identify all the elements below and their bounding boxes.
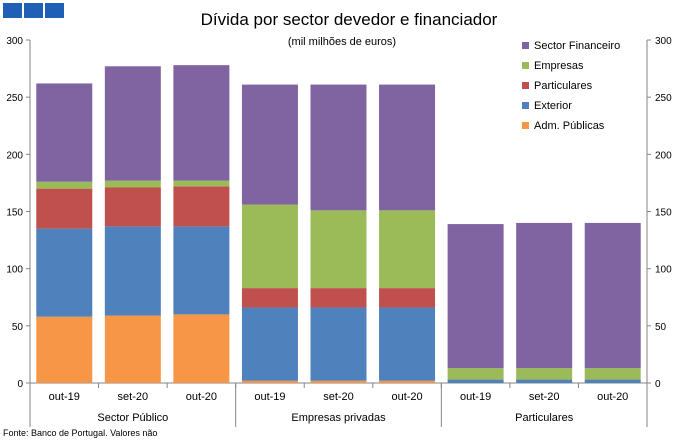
y-tick-label-left: 100 [6, 265, 23, 276]
bar-segment-empresas [241, 204, 298, 289]
plot-area: 0 0 50 50 100 100 150 150 200 200 250 250 300 300 out-… [6, 36, 672, 427]
bar-segment-exterior [516, 379, 573, 383]
bar-segment-adm-p-blicas [104, 315, 161, 383]
bar-segment-adm-p-blicas [36, 316, 93, 383]
bar-segment-particulares [173, 186, 230, 227]
source-note: Fonte: Banco de Portugal. Valores não [3, 428, 157, 438]
legend-entry: Empresas [534, 60, 584, 72]
bar-segment-sector-financeiro [447, 224, 504, 369]
bar-segment-empresas [516, 368, 573, 380]
y-tick-label-left: 250 [6, 93, 23, 104]
bar-segment-exterior [241, 307, 298, 381]
legend-entry: Sector Financeiro [534, 40, 620, 52]
y-tick-label-left: 0 [17, 379, 23, 390]
y-tick-label-left: 50 [12, 322, 24, 333]
bar-segment-sector-financeiro [310, 84, 367, 211]
logo-square [3, 3, 22, 18]
legend-swatch [522, 42, 529, 49]
y-tick-label-right: 150 [655, 208, 672, 219]
bar-segment-empresas [104, 180, 161, 188]
y-tick-label-right: 100 [655, 265, 672, 276]
brand-logo [3, 3, 64, 18]
y-tick-label-left: 150 [6, 208, 23, 219]
bar-segment-adm-p-blicas [241, 380, 298, 383]
bar-segment-exterior [104, 226, 161, 316]
bar-segment-adm-p-blicas [310, 380, 367, 383]
bar-segment-sector-financeiro [379, 84, 436, 211]
y-tick-label-right: 0 [655, 379, 661, 390]
bar-segment-sector-financeiro [104, 66, 161, 181]
x-tick-label: set-20 [529, 391, 560, 403]
bar-segment-particulares [104, 187, 161, 227]
bar-segment-empresas [584, 368, 641, 380]
bar-segment-empresas [379, 210, 436, 289]
legend-swatch [522, 122, 529, 129]
x-tick-label: out-19 [460, 391, 491, 403]
legend-swatch [522, 82, 529, 89]
bar-segment-exterior [447, 379, 504, 383]
bar-segment-exterior [584, 379, 641, 383]
y-tick-label-left: 200 [6, 150, 23, 161]
chart-title: Dívida por sector devedor e financiador [201, 10, 498, 29]
bar-segment-exterior [173, 226, 230, 315]
x-tick-label: out-19 [254, 391, 285, 403]
bar-segment-empresas [310, 210, 367, 289]
bar-segment-particulares [36, 188, 93, 229]
chart-subtitle: (mil milhões de euros) [288, 36, 396, 48]
bar-segment-empresas [36, 181, 93, 189]
y-tick-label-right: 300 [655, 36, 672, 47]
bar-segment-sector-financeiro [241, 84, 298, 205]
logo-square [45, 3, 64, 18]
y-tick-label-right: 50 [655, 322, 667, 333]
group-label: Sector Público [97, 412, 168, 424]
bar-segment-exterior [36, 228, 93, 317]
bar-segment-adm-p-blicas [173, 314, 230, 383]
bar-segment-sector-financeiro [584, 222, 641, 369]
x-tick-label: out-19 [49, 391, 80, 403]
legend-swatch [522, 102, 529, 109]
logo-square [24, 3, 43, 18]
x-tick-label: out-20 [186, 391, 217, 403]
bar-segment-sector-financeiro [36, 83, 93, 182]
bar-segment-adm-p-blicas [379, 380, 436, 383]
bar-segment-particulares [241, 288, 298, 308]
bar-segment-sector-financeiro [173, 65, 230, 181]
legend-entry: Adm. Públicas [534, 120, 605, 132]
x-tick-label: set-20 [323, 391, 354, 403]
bar-segment-exterior [379, 307, 436, 381]
legend-swatch [522, 62, 529, 69]
bar-segment-sector-financeiro [516, 222, 573, 369]
y-tick-label-right: 250 [655, 93, 672, 104]
legend-entry: Exterior [534, 100, 572, 112]
x-tick-label: out-20 [597, 391, 628, 403]
legend-entry: Particulares [534, 80, 593, 92]
bar-segment-empresas [447, 368, 504, 380]
bar-segment-empresas [173, 180, 230, 187]
x-tick-label: set-20 [118, 391, 149, 403]
bar-segment-particulares [310, 288, 367, 308]
x-tick-label: out-20 [391, 391, 422, 403]
bar-segment-particulares [379, 288, 436, 308]
group-label: Empresas privadas [291, 412, 386, 424]
y-tick-label-right: 200 [655, 150, 672, 161]
bar-segment-exterior [310, 307, 367, 381]
y-tick-label-left: 300 [6, 36, 23, 47]
group-label: Particulares [515, 412, 574, 424]
